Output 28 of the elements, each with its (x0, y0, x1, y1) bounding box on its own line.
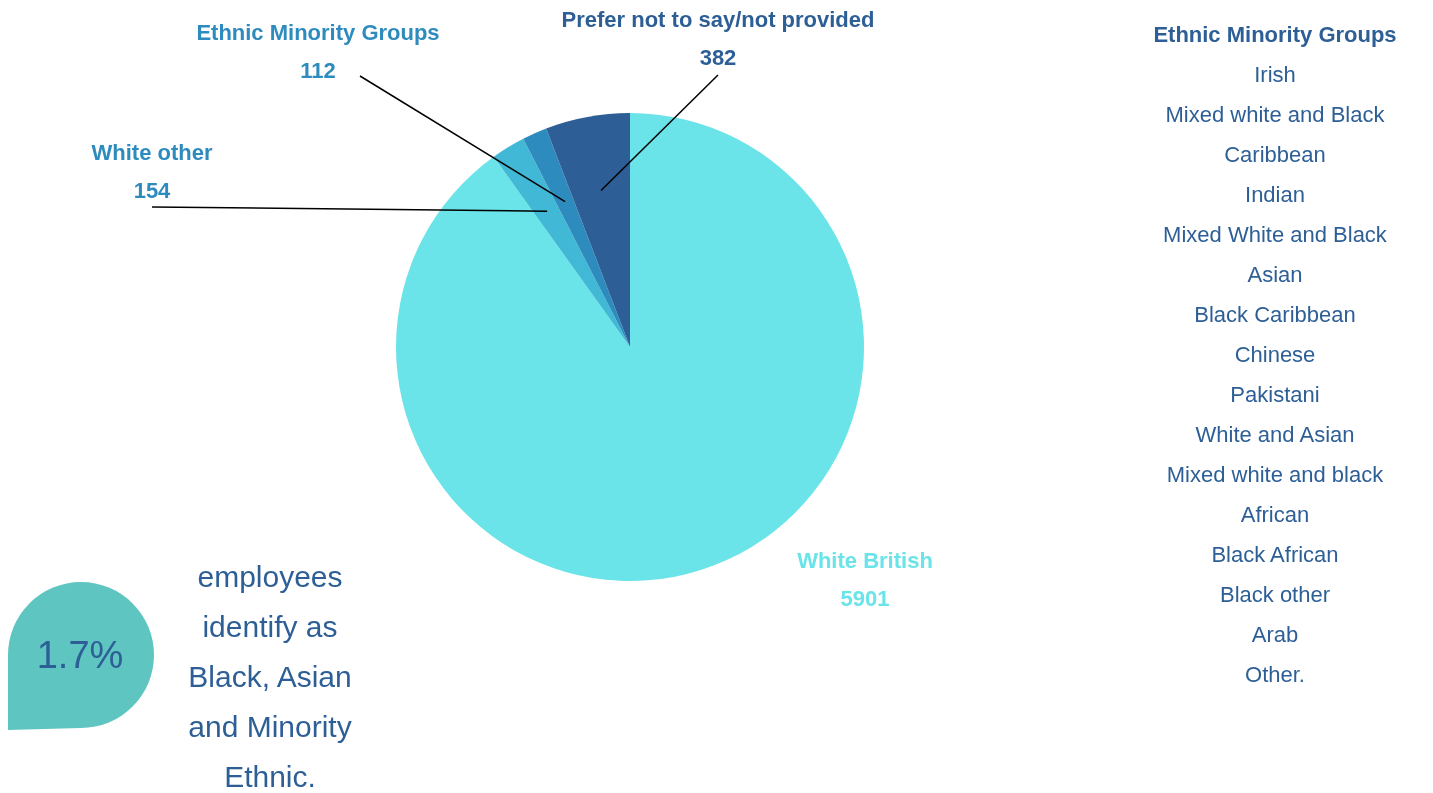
slice-label: White British (797, 548, 933, 573)
data-label: 154 (133, 178, 172, 203)
text: Chinese (1234, 342, 1316, 367)
text: Mixed white and black African (1166, 462, 1385, 527)
text: Mixed white and Black Caribbean (1165, 102, 1386, 167)
text: 1.7% (36, 634, 124, 676)
text: Pakistani (1230, 382, 1320, 407)
data-label: 5901 (840, 586, 890, 611)
pie-slice (523, 128, 630, 347)
slice-label: Ethnic Minority Groups (196, 20, 440, 45)
data-label: 382 (699, 45, 737, 70)
text: Indian (1245, 182, 1305, 207)
text: Arab (1251, 622, 1299, 647)
text: Black African (1211, 542, 1339, 567)
pie-slice (546, 113, 630, 347)
text: employees identify as Black, Asian and Minority Ethnic. (188, 560, 352, 793)
slice-label: White other (91, 140, 213, 165)
text: Mixed White and Black Asian (1163, 222, 1388, 287)
pie-slice (493, 138, 630, 347)
pie-slice (396, 113, 864, 581)
text: Black Caribbean (1194, 302, 1356, 327)
data-label: 112 (300, 58, 336, 83)
text: White and Asian (1195, 422, 1355, 447)
text: Irish (1254, 62, 1296, 87)
slice-label: Prefer not to say/not provided (561, 7, 875, 32)
text: Ethnic Minority Groups (1153, 22, 1397, 47)
text: Black other (1219, 582, 1331, 607)
text: Other. (1245, 662, 1305, 687)
